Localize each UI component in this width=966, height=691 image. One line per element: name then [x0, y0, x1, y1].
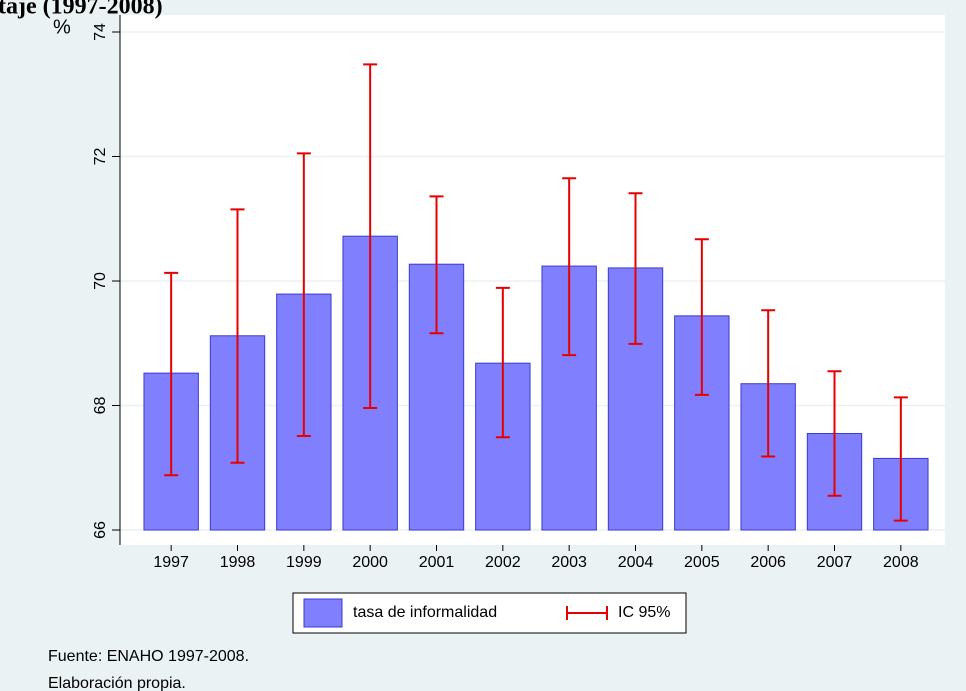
- x-tick-label: 1999: [286, 554, 322, 571]
- legend: [292, 592, 687, 634]
- error-bar: [495, 286, 510, 439]
- legend-swatch: [566, 606, 608, 620]
- y-tick-label: 70: [92, 272, 109, 290]
- y-tick-label: 74: [92, 23, 109, 41]
- error-bar: [296, 152, 311, 438]
- x-tick-label: 2006: [750, 554, 786, 571]
- x-tick-label: 1997: [153, 554, 189, 571]
- y-axis-label: %: [53, 16, 71, 38]
- legend-label: IC 95%: [618, 604, 670, 621]
- x-tick-label: 2005: [684, 554, 720, 571]
- error-bar: [562, 177, 577, 357]
- legend-label: tasa de informalidad: [353, 604, 497, 621]
- error-bar: [363, 63, 378, 409]
- legend-swatch: [303, 598, 343, 628]
- x-tick-label: 2001: [419, 554, 455, 571]
- error-bar: [628, 192, 643, 345]
- error-bar: [827, 370, 842, 497]
- x-tick-label: 2003: [551, 554, 587, 571]
- error-bar: [761, 309, 776, 458]
- error-bar: [164, 271, 179, 477]
- error-bar: [429, 195, 444, 335]
- chart-title: taje (1997-2008): [0, 0, 163, 20]
- error-bar: [893, 396, 908, 522]
- y-tick-label: 66: [92, 521, 109, 539]
- x-tick-label: 2002: [485, 554, 521, 571]
- y-tick-label: 72: [92, 148, 109, 166]
- x-tick-label: 2000: [352, 554, 388, 571]
- error-bar: [230, 208, 245, 464]
- error-bar: [694, 238, 709, 396]
- x-tick-label: 2004: [618, 554, 654, 571]
- author-note: Elaboración propia.: [48, 675, 186, 691]
- y-tick-label: 68: [92, 397, 109, 415]
- x-tick-label: 1998: [220, 554, 256, 571]
- x-tick-label: 2007: [817, 554, 853, 571]
- source-note: Fuente: ENAHO 1997-2008.: [48, 648, 249, 665]
- x-tick-label: 2008: [883, 554, 919, 571]
